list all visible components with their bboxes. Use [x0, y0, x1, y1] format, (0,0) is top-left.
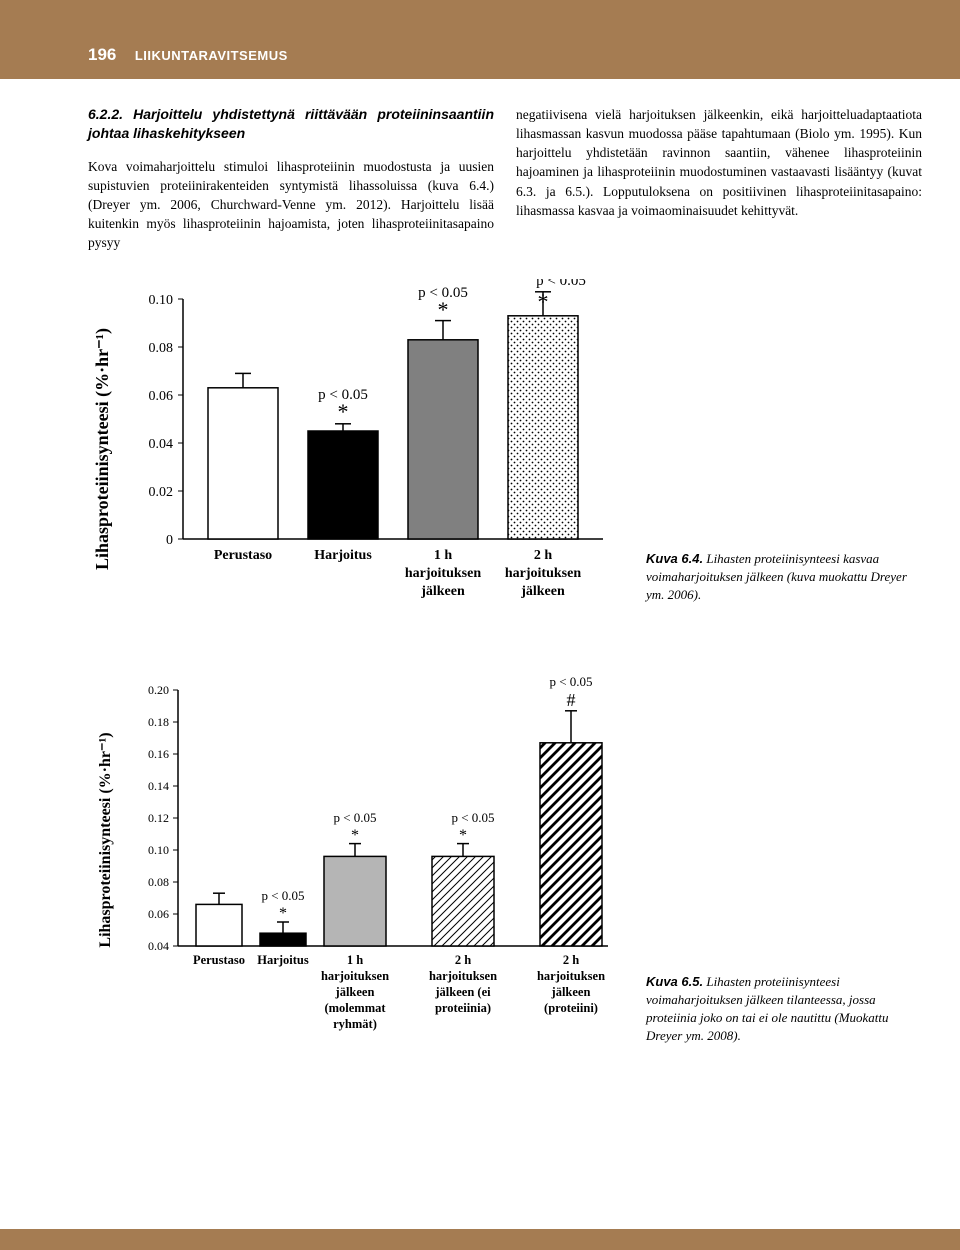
svg-text:p < 0.05: p < 0.05 [318, 387, 368, 403]
svg-text:0.08: 0.08 [148, 875, 169, 889]
bar-perustaso-2 [196, 904, 242, 946]
chart-6-4: Lihasproteiinisynteesi (%·hr⁻¹) 0 0.02 0… [88, 279, 628, 624]
svg-text:0.08: 0.08 [149, 341, 174, 356]
svg-text:Harjoitus: Harjoitus [257, 953, 309, 967]
body-paragraph-right: negatiivisena vielä harjoituksen jälkeen… [516, 105, 922, 220]
bar-2h-prot [540, 742, 602, 945]
subsection-heading: 6.2.2. Harjoittelu yhdistettynä riittävä… [88, 105, 494, 143]
svg-text:p < 0.05: p < 0.05 [261, 888, 304, 903]
svg-text:ryhmät): ryhmät) [333, 1017, 377, 1031]
svg-text:*: * [279, 905, 287, 922]
svg-text:0.14: 0.14 [148, 779, 169, 793]
svg-text:p < 0.05: p < 0.05 [333, 810, 376, 825]
svg-text:0.06: 0.06 [149, 389, 174, 404]
svg-text:Perustaso: Perustaso [193, 953, 245, 967]
svg-text:jälkeen: jälkeen [335, 985, 375, 999]
svg-text:harjoituksen: harjoituksen [505, 566, 581, 581]
top-band [0, 0, 960, 35]
body-columns: 6.2.2. Harjoittelu yhdistettynä riittävä… [88, 105, 922, 253]
svg-text:jälkeen: jälkeen [520, 584, 565, 599]
svg-text:0.04: 0.04 [148, 939, 169, 953]
figure-6-5: Lihasproteiinisynteesi (%·hr⁻¹) 0.04 0.0… [88, 660, 922, 1065]
svg-text:(molemmat: (molemmat [324, 1001, 386, 1015]
svg-text:0.02: 0.02 [149, 485, 174, 500]
svg-text:*: * [351, 827, 359, 844]
caption-6-5: Kuva 6.5. Lihasten proteiinisynteesi voi… [646, 973, 922, 1065]
svg-text:1 h: 1 h [434, 548, 453, 563]
bar-1h-1 [408, 339, 478, 538]
svg-text:harjoituksen: harjoituksen [537, 969, 605, 983]
caption-label-6-4: Kuva 6.4. [646, 551, 703, 566]
svg-text:(proteiini): (proteiini) [544, 1001, 598, 1015]
svg-text:Harjoitus: Harjoitus [314, 548, 372, 563]
page-number: 196 [88, 45, 116, 64]
figure-6-4: Lihasproteiinisynteesi (%·hr⁻¹) 0 0.02 0… [88, 279, 922, 624]
svg-text:0.16: 0.16 [148, 747, 169, 761]
bar-harjoitus-2 [260, 933, 306, 946]
chart-6-5: Lihasproteiinisynteesi (%·hr⁻¹) 0.04 0.0… [88, 660, 628, 1065]
svg-text:p < 0.05: p < 0.05 [418, 285, 468, 301]
svg-text:p < 0.05: p < 0.05 [549, 674, 592, 689]
svg-text:2 h: 2 h [534, 548, 553, 563]
svg-text:*: * [538, 289, 549, 314]
column-right: negatiivisena vielä harjoituksen jälkeen… [516, 105, 922, 253]
column-left: 6.2.2. Harjoittelu yhdistettynä riittävä… [88, 105, 494, 253]
svg-text:harjoituksen: harjoituksen [429, 969, 497, 983]
yticks-1: 0 0.02 0.04 0.06 0.08 0.10 [149, 293, 184, 548]
svg-text:0.04: 0.04 [149, 437, 174, 452]
svg-text:0.20: 0.20 [148, 683, 169, 697]
svg-text:0.10: 0.10 [149, 293, 174, 308]
svg-text:jälkeen: jälkeen [420, 584, 465, 599]
svg-text:#: # [567, 690, 576, 710]
svg-text:proteiinia): proteiinia) [435, 1001, 491, 1015]
section-label: LIIKUNTARAVITSEMUS [135, 48, 288, 63]
svg-text:2 h: 2 h [563, 953, 579, 967]
chart-svg-6-4: Lihasproteiinisynteesi (%·hr⁻¹) 0 0.02 0… [88, 279, 628, 619]
svg-text:harjoituksen: harjoituksen [321, 969, 389, 983]
yticks-2: 0.04 0.06 0.08 0.10 0.12 0.14 0.16 0.18 … [148, 683, 178, 953]
caption-label-6-5: Kuva 6.5. [646, 974, 703, 989]
svg-text:0.18: 0.18 [148, 715, 169, 729]
svg-text:0.12: 0.12 [148, 811, 169, 825]
bar-perustaso-1 [208, 387, 278, 538]
svg-text:0.10: 0.10 [148, 843, 169, 857]
svg-text:p < 0.05: p < 0.05 [536, 279, 586, 289]
y-axis-label-2: Lihasproteiinisynteesi (%·hr⁻¹) [97, 732, 114, 947]
svg-text:0: 0 [166, 533, 173, 548]
bar-2h-noprot [432, 856, 494, 946]
bar-1h-2 [324, 856, 386, 946]
page-content: 6.2.2. Harjoittelu yhdistettynä riittävä… [0, 79, 960, 1229]
svg-text:p < 0.05: p < 0.05 [451, 810, 494, 825]
svg-text:2 h: 2 h [455, 953, 471, 967]
svg-text:*: * [459, 827, 467, 844]
bar-2h-1 [508, 315, 578, 538]
svg-text:0.06: 0.06 [148, 907, 169, 921]
svg-text:Perustaso: Perustaso [214, 548, 272, 563]
svg-text:harjoituksen: harjoituksen [405, 566, 481, 581]
svg-text:jälkeen (ei: jälkeen (ei [434, 985, 491, 999]
y-axis-label-1: Lihasproteiinisynteesi (%·hr⁻¹) [92, 328, 113, 570]
svg-text:1 h: 1 h [347, 953, 363, 967]
page-header: 196 LIIKUNTARAVITSEMUS [0, 35, 960, 79]
chart-svg-6-5: Lihasproteiinisynteesi (%·hr⁻¹) 0.04 0.0… [88, 660, 628, 1060]
body-paragraph-left: Kova voimaharjoittelu stimuloi lihasprot… [88, 157, 494, 253]
svg-text:jälkeen: jälkeen [551, 985, 591, 999]
bar-harjoitus-1 [308, 431, 378, 539]
caption-6-4: Kuva 6.4. Lihasten proteiinisynteesi kas… [646, 550, 922, 624]
